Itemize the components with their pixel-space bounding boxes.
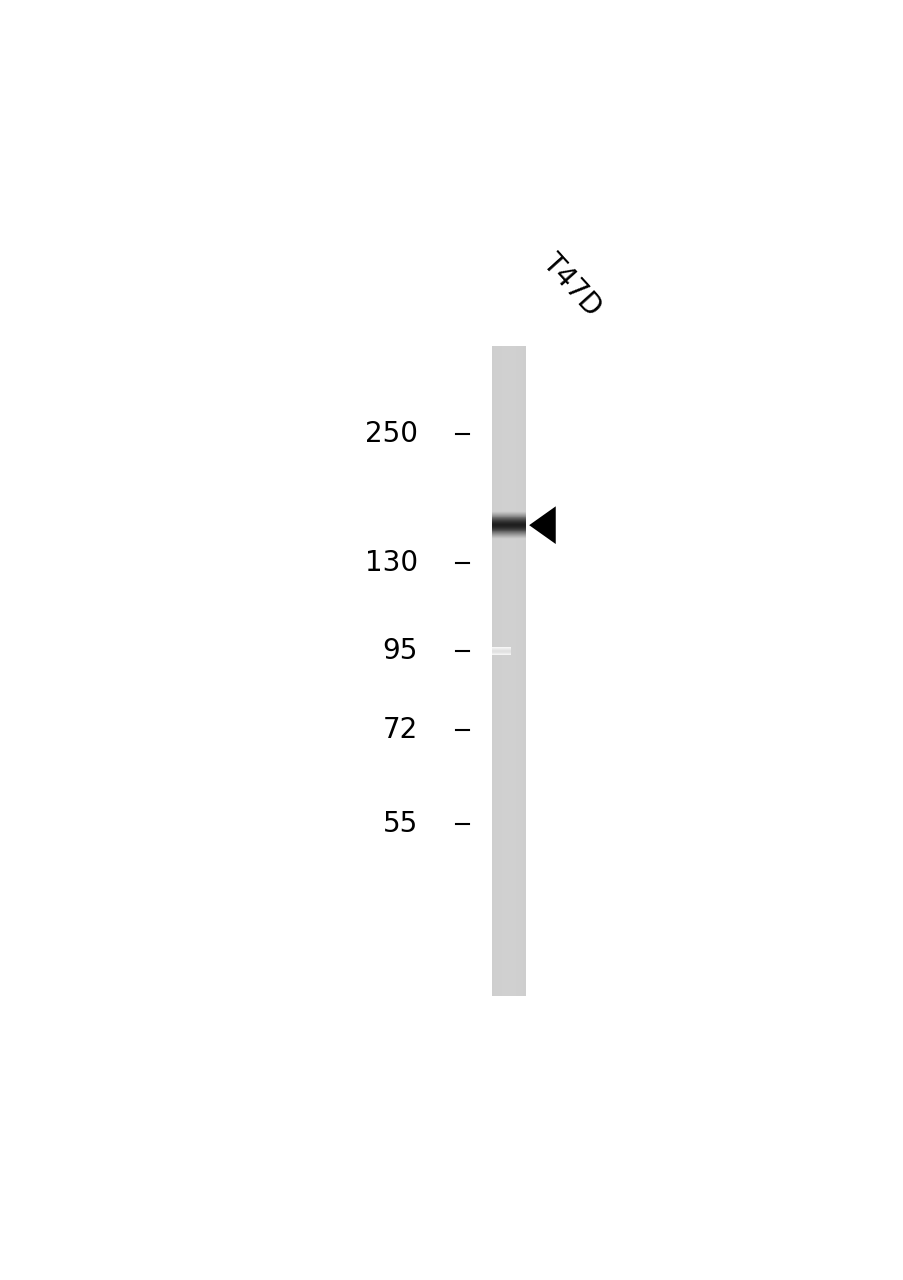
Text: 72: 72 — [382, 717, 417, 744]
Polygon shape — [528, 507, 555, 544]
Text: 55: 55 — [382, 810, 417, 838]
Text: T47D: T47D — [536, 248, 606, 321]
Text: 130: 130 — [364, 549, 417, 576]
Text: 250: 250 — [364, 421, 417, 448]
Text: 95: 95 — [382, 637, 417, 666]
